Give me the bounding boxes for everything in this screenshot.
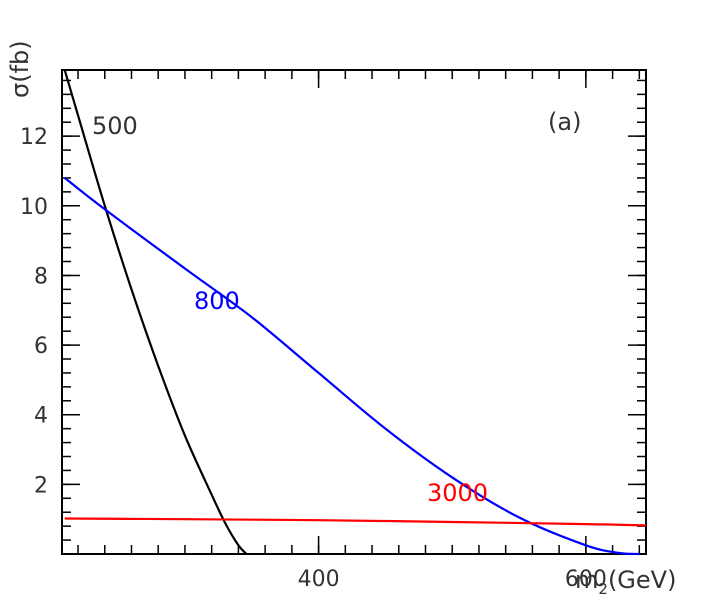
x-axis-title-sub: 2 [598,580,608,598]
series-line-500 [63,69,248,555]
y-tick-label: 6 [34,334,48,359]
series-label-3000: 3000 [427,479,488,507]
x-axis-title-main: m [575,566,598,594]
series-line-800 [64,177,640,556]
y-tick-label: 10 [20,195,48,220]
major-ticks [62,70,646,554]
y-tick-label: 8 [34,264,48,289]
x-tick-label: 400 [298,567,340,592]
x-axis-title-unit: (GeV) [608,566,677,594]
panel-label: (a) [548,108,581,136]
series-line-3000 [64,517,647,527]
y-tick-label: 4 [34,404,48,429]
y-tick-labels: 2 4 6 8 10 12 [20,125,48,498]
series-label-800: 800 [194,287,240,315]
x-tick-label: 600 [565,567,607,592]
x-tick-labels: 400600800 [298,567,607,592]
plot-frame [61,69,647,555]
series-group [63,69,647,556]
y-axis-title: σ(fb) [6,40,34,98]
minor-ticks [62,70,646,554]
x-axis-title: m2(GeV) [575,566,676,598]
series-label-500: 500 [92,112,138,140]
y-tick-label: 2 [34,473,48,498]
y-tick-label: 12 [20,125,48,150]
